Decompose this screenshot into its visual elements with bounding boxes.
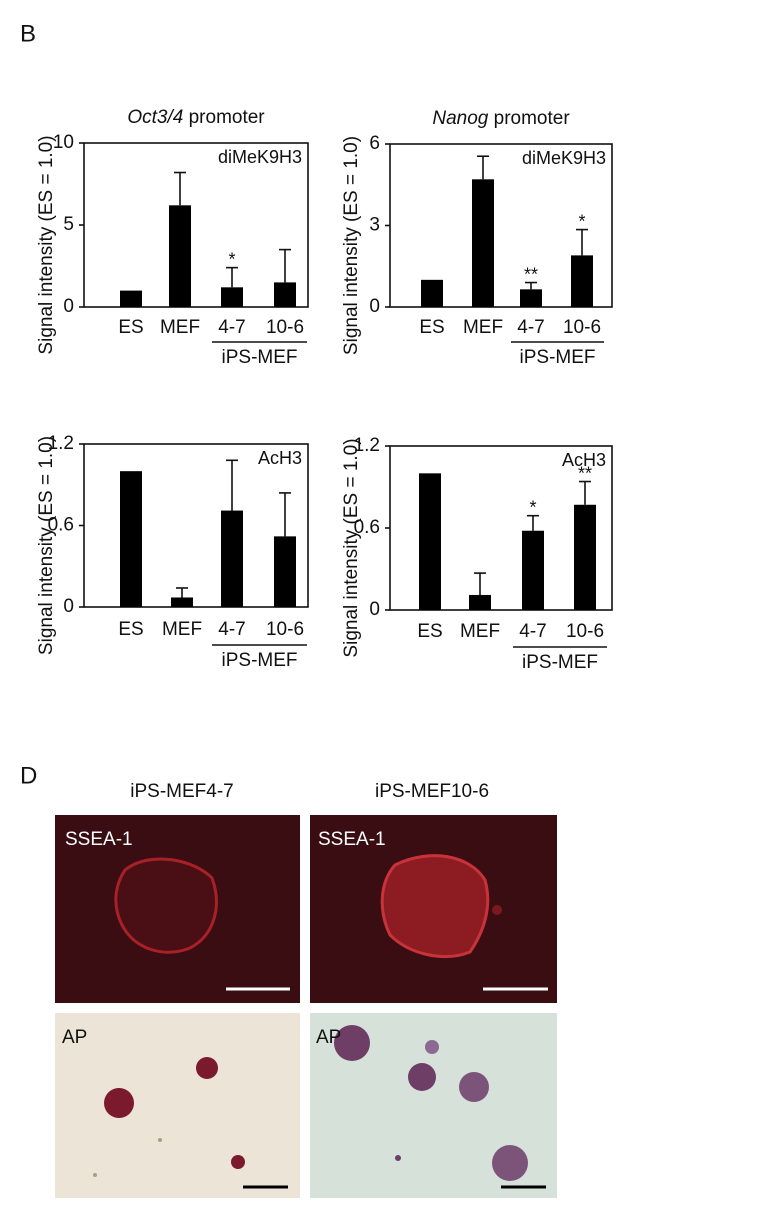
- title-gene: Nanog: [432, 108, 488, 129]
- x-tick-label: ES: [118, 619, 143, 640]
- panel-letter: B: [20, 20, 36, 47]
- column-title: iPS-MEF10-6: [375, 781, 489, 802]
- x-tick-label: ES: [118, 317, 143, 338]
- panel-letter: D: [20, 762, 37, 789]
- y-tick-label: 0.6: [48, 515, 74, 536]
- significance: *: [529, 497, 536, 517]
- image-label: SSEA-1: [318, 829, 386, 850]
- x-tick-label: 10-6: [566, 621, 604, 642]
- micrograph: [55, 815, 300, 1003]
- bar: [571, 255, 593, 307]
- significance: **: [524, 264, 538, 284]
- bar: [469, 594, 491, 610]
- y-tick-label: 1.2: [354, 435, 380, 456]
- error-bar: [525, 281, 537, 290]
- error-bar: [477, 155, 489, 180]
- bar: [120, 471, 142, 607]
- bar: [472, 179, 494, 307]
- bar: [274, 536, 296, 607]
- annotation: diMeK9H3: [522, 148, 606, 168]
- group-label: iPS-MEF: [222, 650, 298, 671]
- bar: [522, 530, 544, 610]
- bar: [419, 473, 441, 610]
- micrograph: [310, 815, 557, 1003]
- bar: [171, 597, 193, 607]
- error-bar: [226, 459, 238, 511]
- error-bar: [576, 228, 588, 256]
- micrograph: [55, 1013, 300, 1198]
- error-bar: [226, 266, 238, 288]
- x-tick-label: ES: [419, 317, 444, 338]
- y-axis-label: Signal intensity (ES = 1.0): [36, 436, 57, 655]
- group-label: iPS-MEF: [520, 347, 596, 368]
- bar: [120, 290, 142, 307]
- x-tick-label: 4-7: [218, 317, 245, 338]
- y-tick-label: 0: [63, 296, 74, 317]
- title-gene: Oct3/4: [127, 107, 183, 128]
- error-bar: [279, 248, 291, 283]
- image-label: AP: [62, 1027, 87, 1048]
- bar: [520, 289, 542, 307]
- y-tick-label: 1.2: [48, 433, 74, 454]
- y-tick-label: 6: [369, 133, 380, 154]
- y-axis-label: Signal intensity (ES = 1.0): [341, 438, 362, 657]
- x-tick-label: 10-6: [266, 619, 304, 640]
- y-axis-label: Signal intensity (ES = 1.0): [341, 136, 362, 355]
- x-tick-label: 10-6: [266, 317, 304, 338]
- annotation: diMeK9H3: [218, 147, 302, 167]
- error-bar: [176, 587, 188, 598]
- significance: *: [228, 249, 235, 269]
- bar: [421, 279, 443, 307]
- image-label: AP: [316, 1027, 341, 1048]
- micrograph: [310, 1013, 557, 1198]
- annotation: AcH3: [562, 450, 606, 470]
- y-axis-label: Signal intensity (ES = 1.0): [36, 135, 57, 354]
- x-tick-label: MEF: [160, 317, 200, 338]
- x-tick-label: 10-6: [563, 317, 601, 338]
- x-tick-label: 4-7: [218, 619, 245, 640]
- x-tick-label: 4-7: [517, 317, 544, 338]
- y-tick-label: 5: [63, 214, 74, 235]
- error-bar: [474, 572, 486, 595]
- bar: [574, 504, 596, 610]
- x-tick-label: MEF: [460, 621, 500, 642]
- error-bar: [279, 492, 291, 537]
- annotation: AcH3: [258, 448, 302, 468]
- bar: [274, 282, 296, 307]
- error-bar: [527, 514, 539, 531]
- image-label: SSEA-1: [65, 829, 133, 850]
- bar: [169, 205, 191, 307]
- significance: **: [578, 463, 592, 483]
- title-suffix: promoter: [189, 107, 266, 128]
- y-tick-label: 10: [53, 132, 74, 153]
- group-label: iPS-MEF: [522, 652, 598, 673]
- significance: *: [578, 211, 585, 231]
- bar: [221, 287, 243, 307]
- title-suffix: promoter: [494, 108, 571, 129]
- x-tick-label: ES: [417, 621, 442, 642]
- chart-title: Nanog promoter: [432, 108, 570, 129]
- group-label: iPS-MEF: [222, 347, 298, 368]
- y-tick-label: 0: [369, 599, 380, 620]
- column-title: iPS-MEF4-7: [130, 781, 233, 802]
- x-tick-label: MEF: [162, 619, 202, 640]
- error-bar: [579, 480, 591, 505]
- y-tick-label: 3: [369, 215, 380, 236]
- y-tick-label: 0.6: [354, 517, 380, 538]
- y-tick-label: 0: [63, 596, 74, 617]
- x-tick-label: 4-7: [519, 621, 546, 642]
- bar: [221, 510, 243, 607]
- x-tick-label: MEF: [463, 317, 503, 338]
- error-bar: [174, 171, 186, 206]
- chart-title: Oct3/4 promoter: [127, 107, 265, 128]
- y-tick-label: 0: [369, 296, 380, 317]
